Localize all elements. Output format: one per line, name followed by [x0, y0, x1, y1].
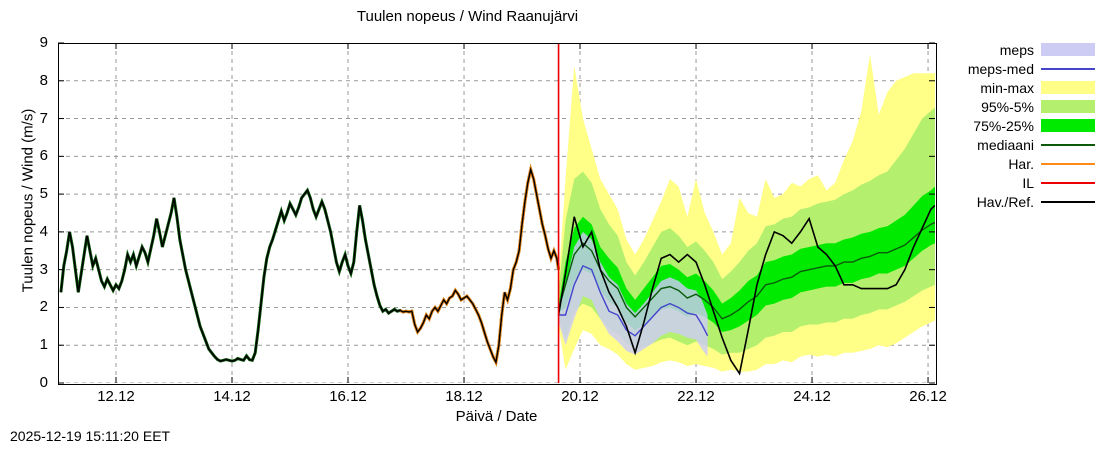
- legend-item-meps-med: meps-med: [955, 59, 1095, 78]
- y-tick-label: 9: [39, 34, 48, 51]
- legend-item-label: Har.: [1008, 155, 1034, 172]
- page-title: Tuulen nopeus / Wind Raanujärvi: [356, 8, 579, 25]
- y-tick-label: 0: [39, 374, 48, 391]
- chart-legend: meps meps-med min-max 95%-5% 75%-25% mediaani…: [955, 40, 1095, 211]
- legend-swatch-band: [1041, 43, 1095, 56]
- y-tick-label: 1: [39, 336, 48, 354]
- legend-item-min-max: min-max: [955, 78, 1095, 97]
- x-tick-label: 14.12: [213, 388, 251, 405]
- line-meps-median: [558, 264, 709, 337]
- line-mediaani: [557, 221, 935, 320]
- legend-item-label: mediaani: [977, 136, 1034, 153]
- timestamp-label: 2025-12-19 15:11:20 EET: [10, 428, 171, 444]
- legend-swatch-line: [1041, 143, 1095, 146]
- legend-item-95-5: 95%-5%: [955, 97, 1095, 116]
- y-tick-label: 2: [39, 298, 48, 316]
- x-tick-label: 24.12: [793, 388, 831, 405]
- legend-item-label: 75%-25%: [973, 117, 1034, 134]
- legend-item-il: IL: [955, 173, 1095, 192]
- plot-frame: [58, 43, 937, 385]
- legend-swatch-line: [1041, 162, 1095, 165]
- legend-item-mediaani: mediaani: [955, 135, 1095, 154]
- y-tick-label: 4: [39, 222, 48, 240]
- legend-item-hav-ref: Hav./Ref.: [955, 192, 1095, 211]
- legend-item-75-25: 75%-25%: [955, 116, 1095, 135]
- legend-swatch-line: [1041, 181, 1095, 184]
- line-hav-ref-forecast: [557, 204, 935, 376]
- legend-swatch-band: [1041, 81, 1095, 94]
- legend-item-har: Har.: [955, 154, 1095, 173]
- x-tick-label: 16.12: [329, 388, 367, 405]
- legend-item-label: 95%-5%: [981, 98, 1034, 115]
- legend-item-label: IL: [1022, 174, 1034, 191]
- x-tick-label: 20.12: [561, 388, 599, 405]
- legend-swatch-band: [1041, 119, 1095, 132]
- y-tick-label: 6: [39, 147, 48, 165]
- x-tick-label: 22.12: [677, 388, 715, 405]
- legend-item-label: Hav./Ref.: [976, 193, 1034, 210]
- legend-swatch-band: [1041, 100, 1095, 113]
- x-tick-label: 12.12: [97, 388, 135, 405]
- x-tick-label: 18.12: [445, 388, 483, 405]
- y-tick-label: 7: [39, 109, 48, 127]
- x-tick-label: 26.12: [909, 388, 947, 405]
- legend-swatch-line: [1041, 67, 1095, 70]
- line-hav-ref-past: [60, 166, 560, 365]
- y-tick-label: 3: [39, 260, 48, 278]
- legend-item-meps: meps: [955, 40, 1095, 59]
- legend-item-label: meps-med: [967, 60, 1034, 77]
- y-tick-label: 8: [39, 71, 48, 89]
- legend-item-label: min-max: [980, 79, 1034, 96]
- x-axis-label: Päivä / Date: [455, 408, 538, 425]
- legend-item-label: meps: [999, 41, 1034, 58]
- legend-swatch-line: [1041, 200, 1095, 203]
- band-meps: [558, 231, 708, 357]
- y-tick-label: 5: [39, 185, 48, 203]
